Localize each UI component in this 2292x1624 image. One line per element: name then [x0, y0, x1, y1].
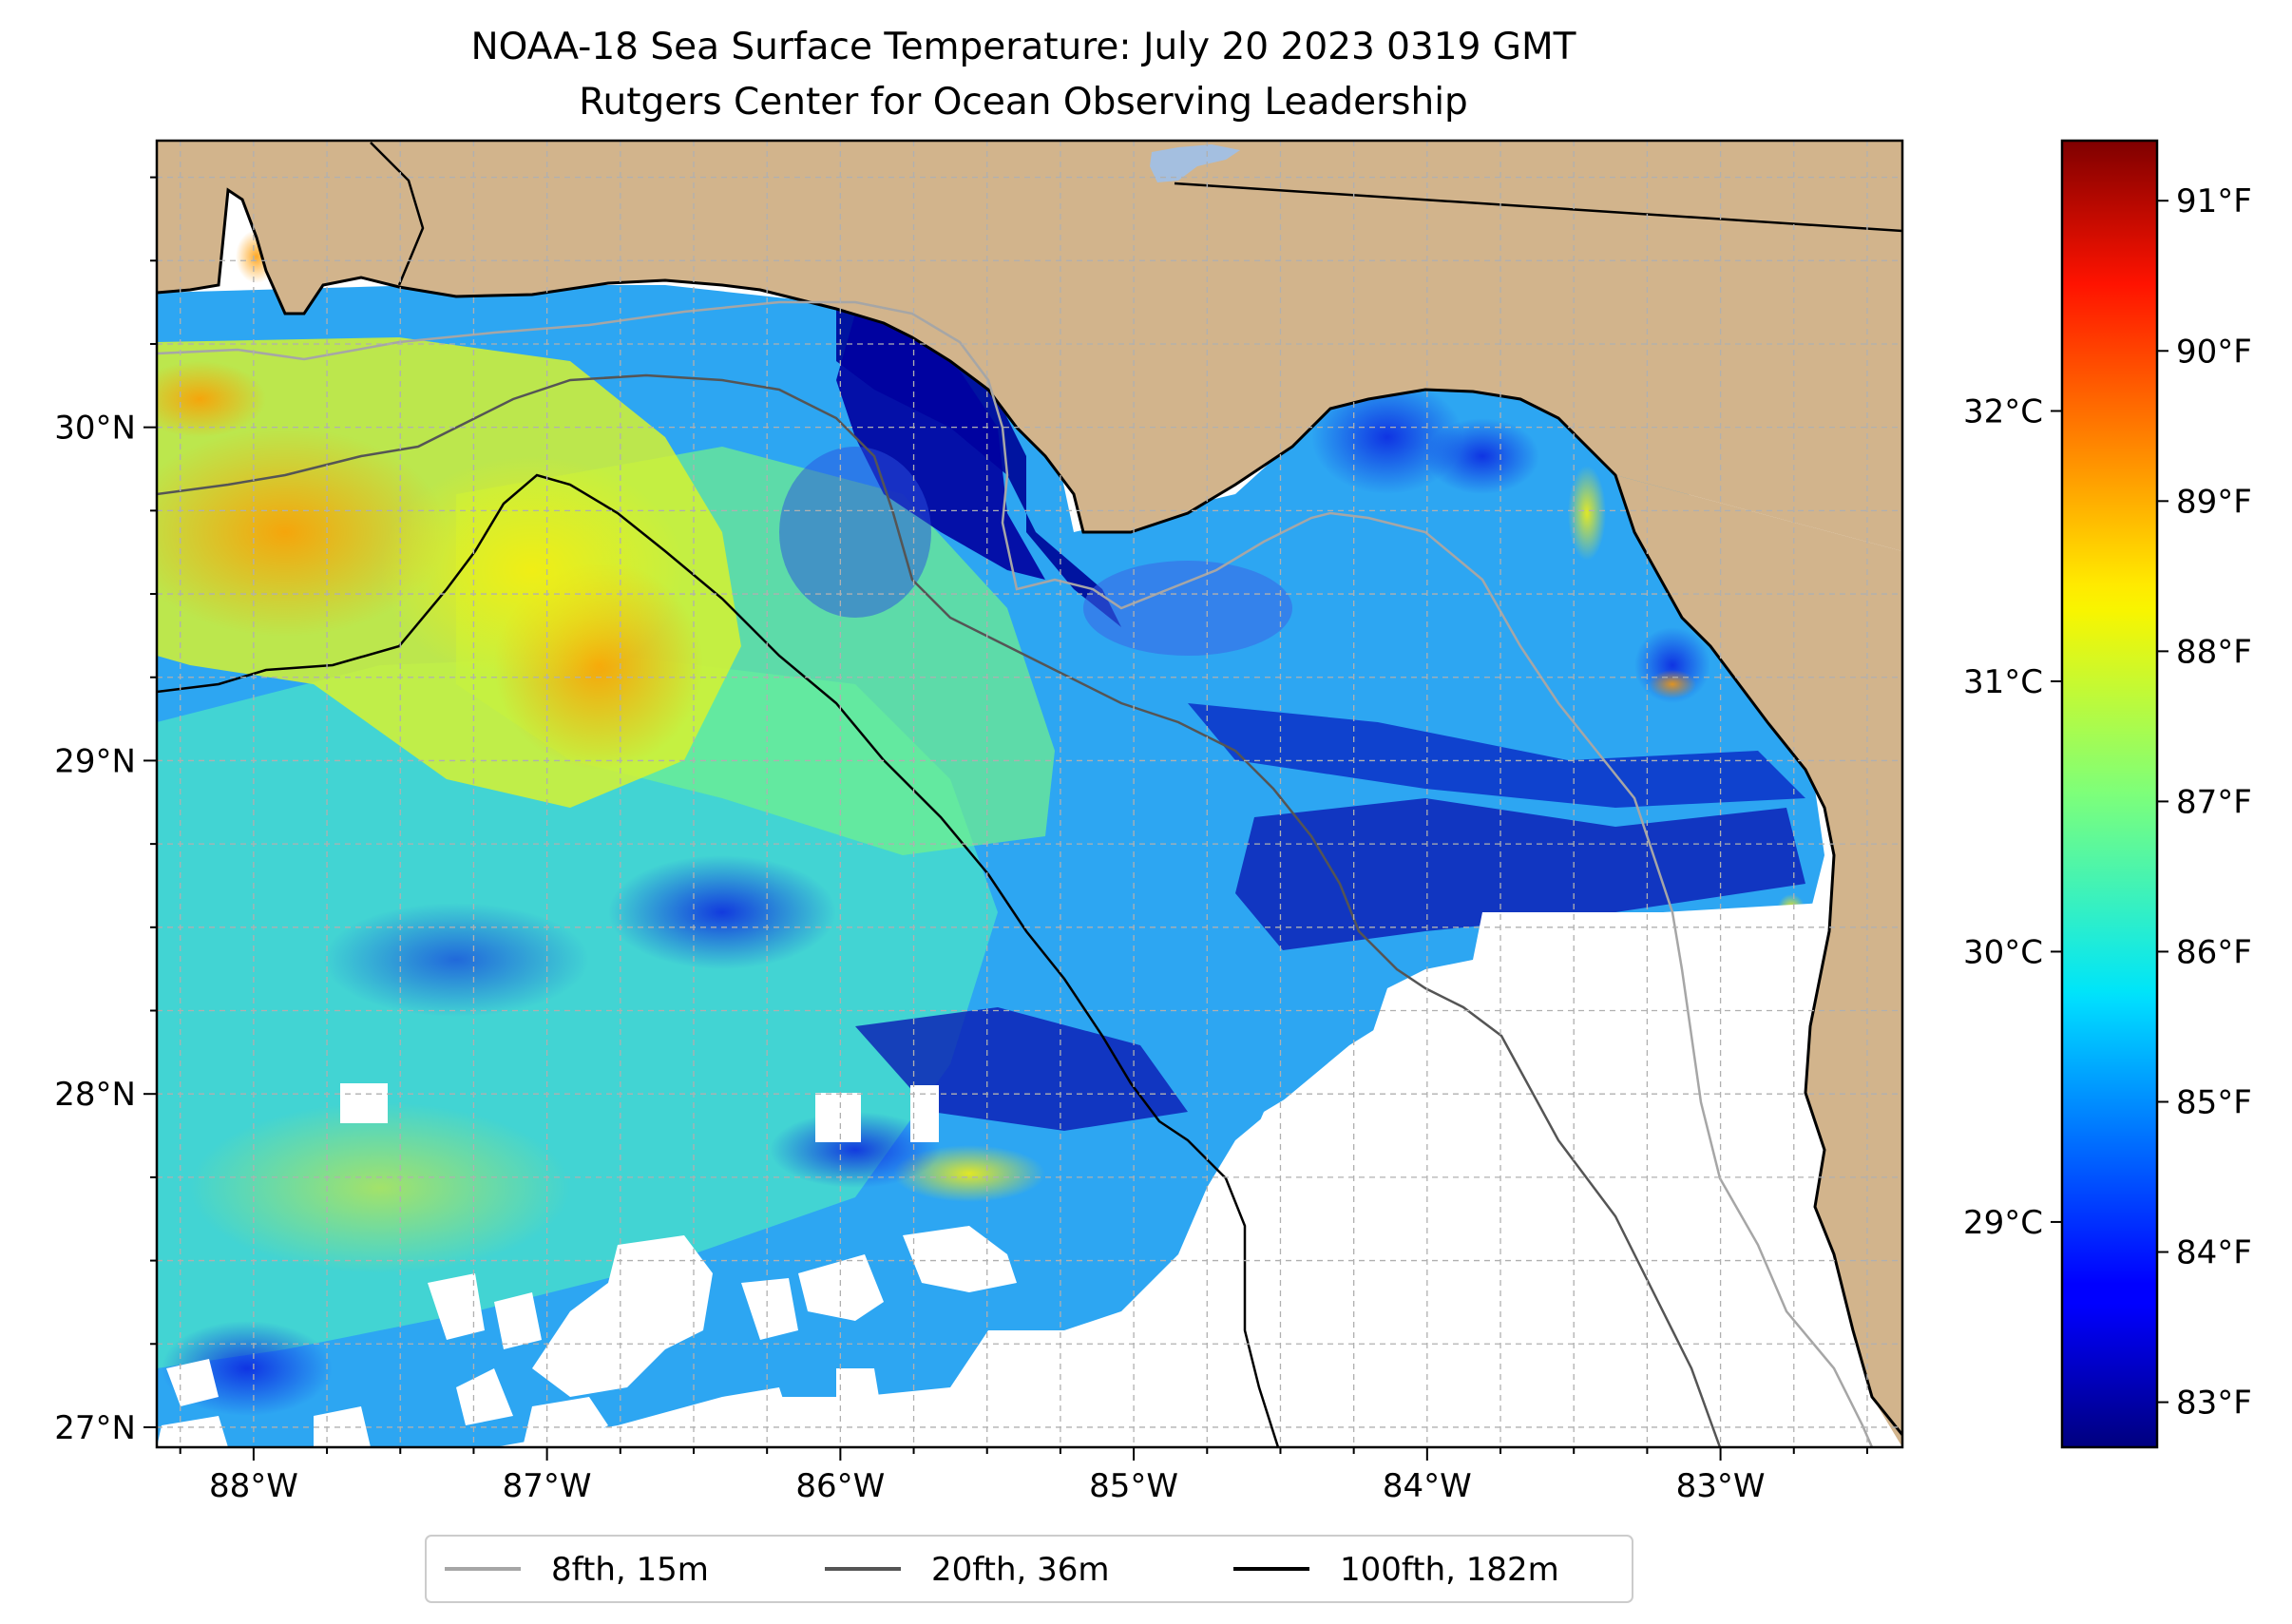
coastline — [157, 187, 1902, 1436]
colorbar-f-tick-label: 87°F — [2176, 783, 2252, 821]
colorbar-c-tick-label: 31°C — [1963, 663, 2043, 701]
colorbar: 83°F 84°F 85°F 86°F 87°F 88°F 89°F 90°F 91°F 29°… — [1963, 139, 2252, 1449]
isobath-100fth-182m — [157, 473, 1280, 1447]
legend-box — [425, 1535, 1633, 1603]
legend-label: 20fth, 36m — [931, 1551, 1110, 1589]
colorbar-f-tick-label: 88°F — [2176, 633, 2252, 671]
lon-tick-label: 86°W — [795, 1467, 885, 1505]
lon-tick-label: 88°W — [209, 1467, 298, 1505]
lon-tick-label: 83°W — [1676, 1467, 1766, 1505]
isobath-20fth-36m — [157, 373, 1722, 1447]
colorbar-fahrenheit-axis: 83°F 84°F 85°F 86°F 87°F 88°F 89°F 90°F 91°F — [2157, 182, 2252, 1423]
colorbar-f-tick-label: 84°F — [2176, 1234, 2252, 1272]
sst-map — [157, 141, 1902, 1447]
lat-tick-label: 28°N — [54, 1076, 136, 1114]
isobath-8fth-15m — [157, 300, 1874, 1447]
colorbar-c-tick-label: 32°C — [1963, 392, 2043, 430]
colorbar-f-tick-label: 83°F — [2176, 1385, 2252, 1423]
map-frame — [155, 139, 1904, 1449]
colorbar-f-tick-label: 90°F — [2176, 333, 2252, 371]
cloud-gaps — [157, 903, 1902, 1447]
colorbar-f-tick-label: 86°F — [2176, 933, 2252, 971]
colorbar-celsius-axis: 29°C 30°C 31°C 32°C — [1963, 392, 2062, 1242]
colorbar-f-tick-label: 91°F — [2176, 182, 2252, 220]
legend-label: 100fth, 182m — [1340, 1551, 1559, 1589]
title-line-1: NOAA-18 Sea Surface Temperature: July 20… — [470, 26, 1576, 68]
latitude-axis: 27°N 28°N 29°N 30°N — [54, 176, 157, 1447]
colorbar-gradient — [2060, 139, 2159, 1449]
land — [157, 141, 1902, 1447]
title-line-2: Rutgers Center for Ocean Observing Leade… — [579, 81, 1468, 124]
colorbar-c-tick-label: 29°C — [1963, 1204, 2043, 1242]
state-boundary — [1174, 182, 1902, 233]
colorbar-f-tick-label: 89°F — [2176, 483, 2252, 521]
gridlines — [157, 141, 1902, 1447]
colorbar-f-tick-label: 85°F — [2176, 1083, 2252, 1121]
lake — [1150, 144, 1240, 182]
land-north — [157, 141, 1902, 551]
isobaths — [157, 300, 1874, 1447]
land-florida-peninsula — [1615, 475, 1902, 1447]
lat-tick-label: 30°N — [54, 410, 136, 448]
lat-tick-label: 29°N — [54, 742, 136, 780]
lon-tick-label: 85°W — [1089, 1467, 1178, 1505]
legend: 8fth, 15m 20fth, 36m 100fth, 182m — [425, 1535, 1633, 1603]
state-boundary-west — [370, 142, 425, 286]
lat-tick-label: 27°N — [54, 1409, 136, 1447]
legend-label: 8fth, 15m — [551, 1551, 709, 1589]
lon-tick-label: 87°W — [503, 1467, 592, 1505]
longitude-axis: 88°W 87°W 86°W 85°W 84°W 83°W — [179, 1447, 1868, 1505]
colorbar-c-tick-label: 30°C — [1963, 933, 2043, 971]
lon-tick-label: 84°W — [1383, 1467, 1472, 1505]
